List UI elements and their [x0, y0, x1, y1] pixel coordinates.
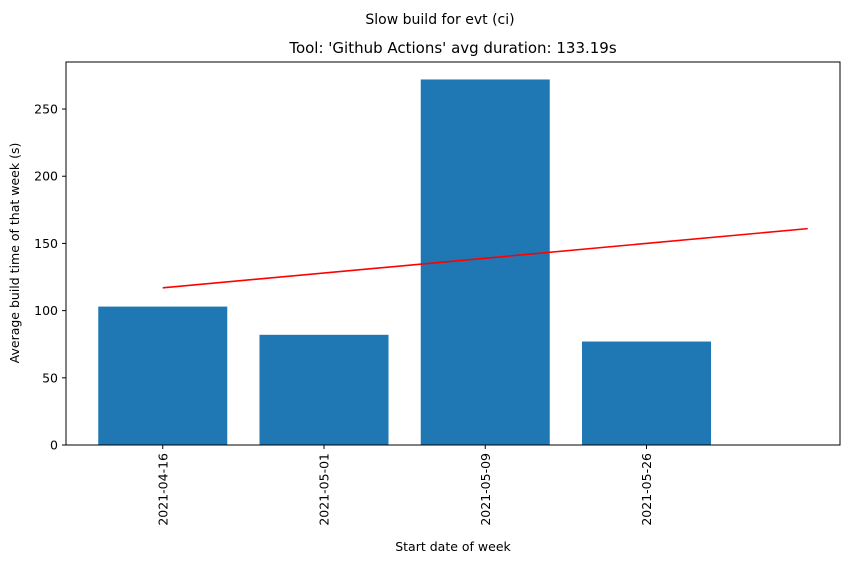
chart-suptitle: Slow build for evt (ci) [365, 12, 514, 28]
x-axis-label: Start date of week [395, 539, 511, 554]
y-tick-label-250: 250 [34, 102, 58, 117]
y-axis-label: Average build time of that week (s) [7, 143, 22, 364]
y-tick-label-100: 100 [34, 303, 58, 318]
y-tick-label-150: 150 [34, 236, 58, 251]
x-tick-label-2021-05-01: 2021-05-01 [317, 453, 332, 526]
y-tick-label-50: 50 [42, 370, 58, 385]
chart-title: Tool: 'Github Actions' avg duration: 133… [288, 39, 617, 57]
x-tick-label-2021-04-16: 2021-04-16 [155, 453, 170, 526]
y-tick-label-0: 0 [50, 438, 58, 453]
x-tick-label-2021-05-09: 2021-05-09 [478, 453, 493, 526]
bar-2021-05-01 [259, 334, 389, 445]
trend-line [162, 227, 808, 289]
plot-frame [65, 61, 841, 446]
bar-2021-05-26 [582, 341, 711, 445]
bar-2021-04-16 [98, 306, 228, 445]
x-tick-label-2021-05-26: 2021-05-26 [639, 453, 654, 526]
y-tick-label-200: 200 [34, 169, 58, 184]
plot-area: 0 50 100 150 200 250 2021-04-16 2021-05-01 2021-… [34, 61, 841, 526]
